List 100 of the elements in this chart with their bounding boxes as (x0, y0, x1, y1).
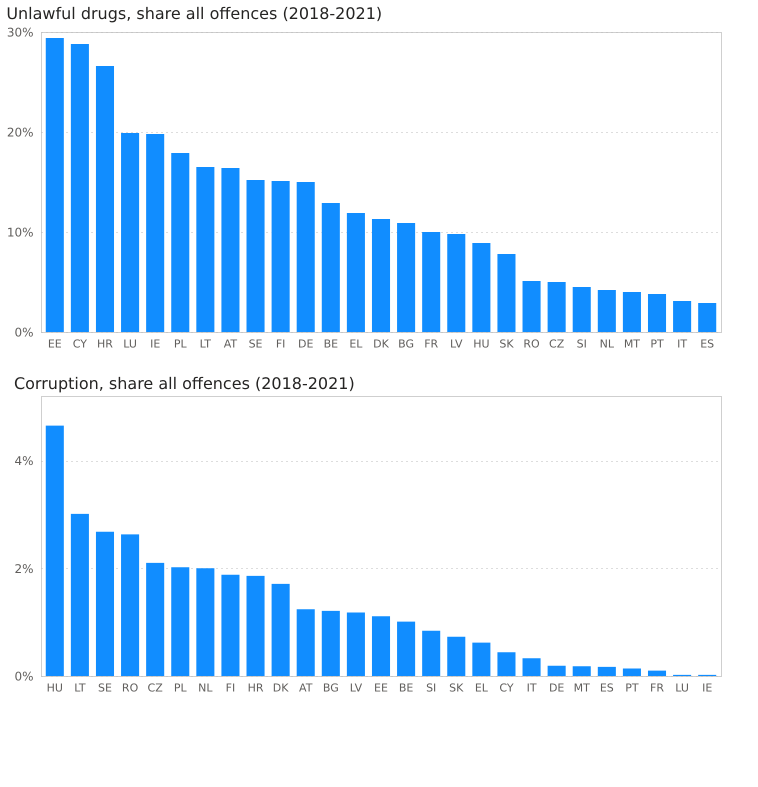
bar (572, 287, 591, 332)
bar (196, 167, 214, 332)
bar (146, 562, 164, 676)
x-tick-label: DE (298, 338, 314, 350)
bar (121, 534, 140, 676)
x-tick-label: HU (46, 682, 63, 694)
bar (472, 642, 490, 676)
x-tick-label: HU (473, 338, 490, 350)
bar (296, 182, 315, 332)
bar (171, 567, 190, 676)
x-tick-label: NL (600, 338, 615, 350)
x-tick-label: AT (224, 338, 238, 350)
x-tick-label: SI (576, 338, 587, 350)
y-tick-label: 0% (14, 326, 34, 340)
bar (171, 153, 190, 332)
x-tick-label: CY (72, 338, 88, 350)
bar (372, 616, 390, 676)
x-tick-label: LV (450, 338, 463, 350)
x-tick-label: IE (150, 338, 160, 350)
bar (497, 254, 516, 332)
bar (598, 666, 616, 676)
bar (447, 636, 466, 676)
bar (272, 181, 290, 332)
bar (497, 652, 516, 676)
bar (322, 610, 340, 676)
x-tick-label: RO (122, 682, 139, 694)
x-tick-label: LU (675, 682, 689, 694)
x-tick-label: SE (248, 338, 263, 350)
x-tick-label: CZ (148, 682, 164, 694)
x-tick-label: RO (523, 338, 540, 350)
bar (472, 243, 490, 332)
bar (96, 532, 114, 676)
x-tick-label: SK (499, 338, 514, 350)
bar (121, 133, 140, 332)
bar (622, 668, 641, 676)
x-tick-label: SE (98, 682, 112, 694)
x-tick-label: BG (398, 338, 414, 350)
x-tick-label: SK (449, 682, 464, 694)
bar (246, 576, 265, 676)
bar (96, 66, 114, 332)
bar (648, 294, 666, 332)
x-tick-label: DE (548, 682, 564, 694)
bar (46, 426, 64, 676)
bar (447, 234, 466, 332)
x-tick-label: LV (350, 682, 363, 694)
bar (46, 38, 64, 332)
x-tick-label: CZ (549, 338, 565, 350)
x-tick-label: DK (272, 682, 290, 694)
bar (548, 666, 566, 676)
x-tick-label: CY (499, 682, 514, 694)
x-tick-label: PT (625, 682, 639, 694)
bar (522, 658, 541, 676)
x-tick-label: BE (398, 682, 414, 694)
bar (346, 612, 365, 676)
chart-title: Unlawful drugs, share all offences (2018-2021) (6, 4, 382, 23)
x-tick-label: EL (349, 338, 364, 350)
x-tick-label: HR (97, 338, 114, 350)
x-tick-label: DK (373, 338, 390, 350)
bar (322, 203, 340, 332)
x-tick-label: LT (200, 338, 212, 350)
x-tick-label: IT (677, 338, 688, 350)
x-tick-label: IE (702, 682, 712, 694)
bar (397, 223, 416, 332)
x-tick-label: PL (174, 682, 188, 694)
x-tick-label: FR (424, 338, 439, 350)
bar (548, 282, 566, 332)
bar (221, 574, 240, 676)
x-tick-label: ES (600, 682, 614, 694)
bar (622, 292, 641, 332)
x-tick-label: EE (48, 338, 62, 350)
bar (397, 622, 416, 676)
y-tick-label: 4% (14, 454, 34, 468)
bar (372, 219, 390, 332)
bar (698, 303, 716, 332)
bar (246, 180, 265, 332)
x-tick-label: FI (226, 682, 236, 694)
x-tick-label: IT (526, 682, 537, 694)
bar (598, 290, 616, 332)
y-tick-label: 20% (6, 126, 34, 140)
x-tick-label: LT (74, 682, 86, 694)
bar (296, 609, 315, 676)
bar (346, 213, 365, 332)
bar (648, 670, 666, 676)
x-tick-label: BE (324, 338, 338, 350)
bar (272, 584, 290, 676)
x-tick-label: SI (426, 682, 436, 694)
x-tick-label: MT (624, 338, 640, 350)
x-tick-label: HR (248, 682, 264, 694)
bar (572, 666, 591, 676)
x-tick-label: PT (650, 338, 664, 350)
bar (70, 44, 89, 332)
x-tick-label: PL (174, 338, 188, 350)
bar (196, 568, 214, 676)
x-tick-label: ES (700, 338, 714, 350)
x-tick-label: MT (574, 682, 590, 694)
x-tick-label: LU (123, 338, 137, 350)
bar (522, 281, 541, 332)
y-tick-label: 0% (14, 670, 34, 684)
bar (221, 168, 240, 332)
bar (422, 232, 440, 332)
